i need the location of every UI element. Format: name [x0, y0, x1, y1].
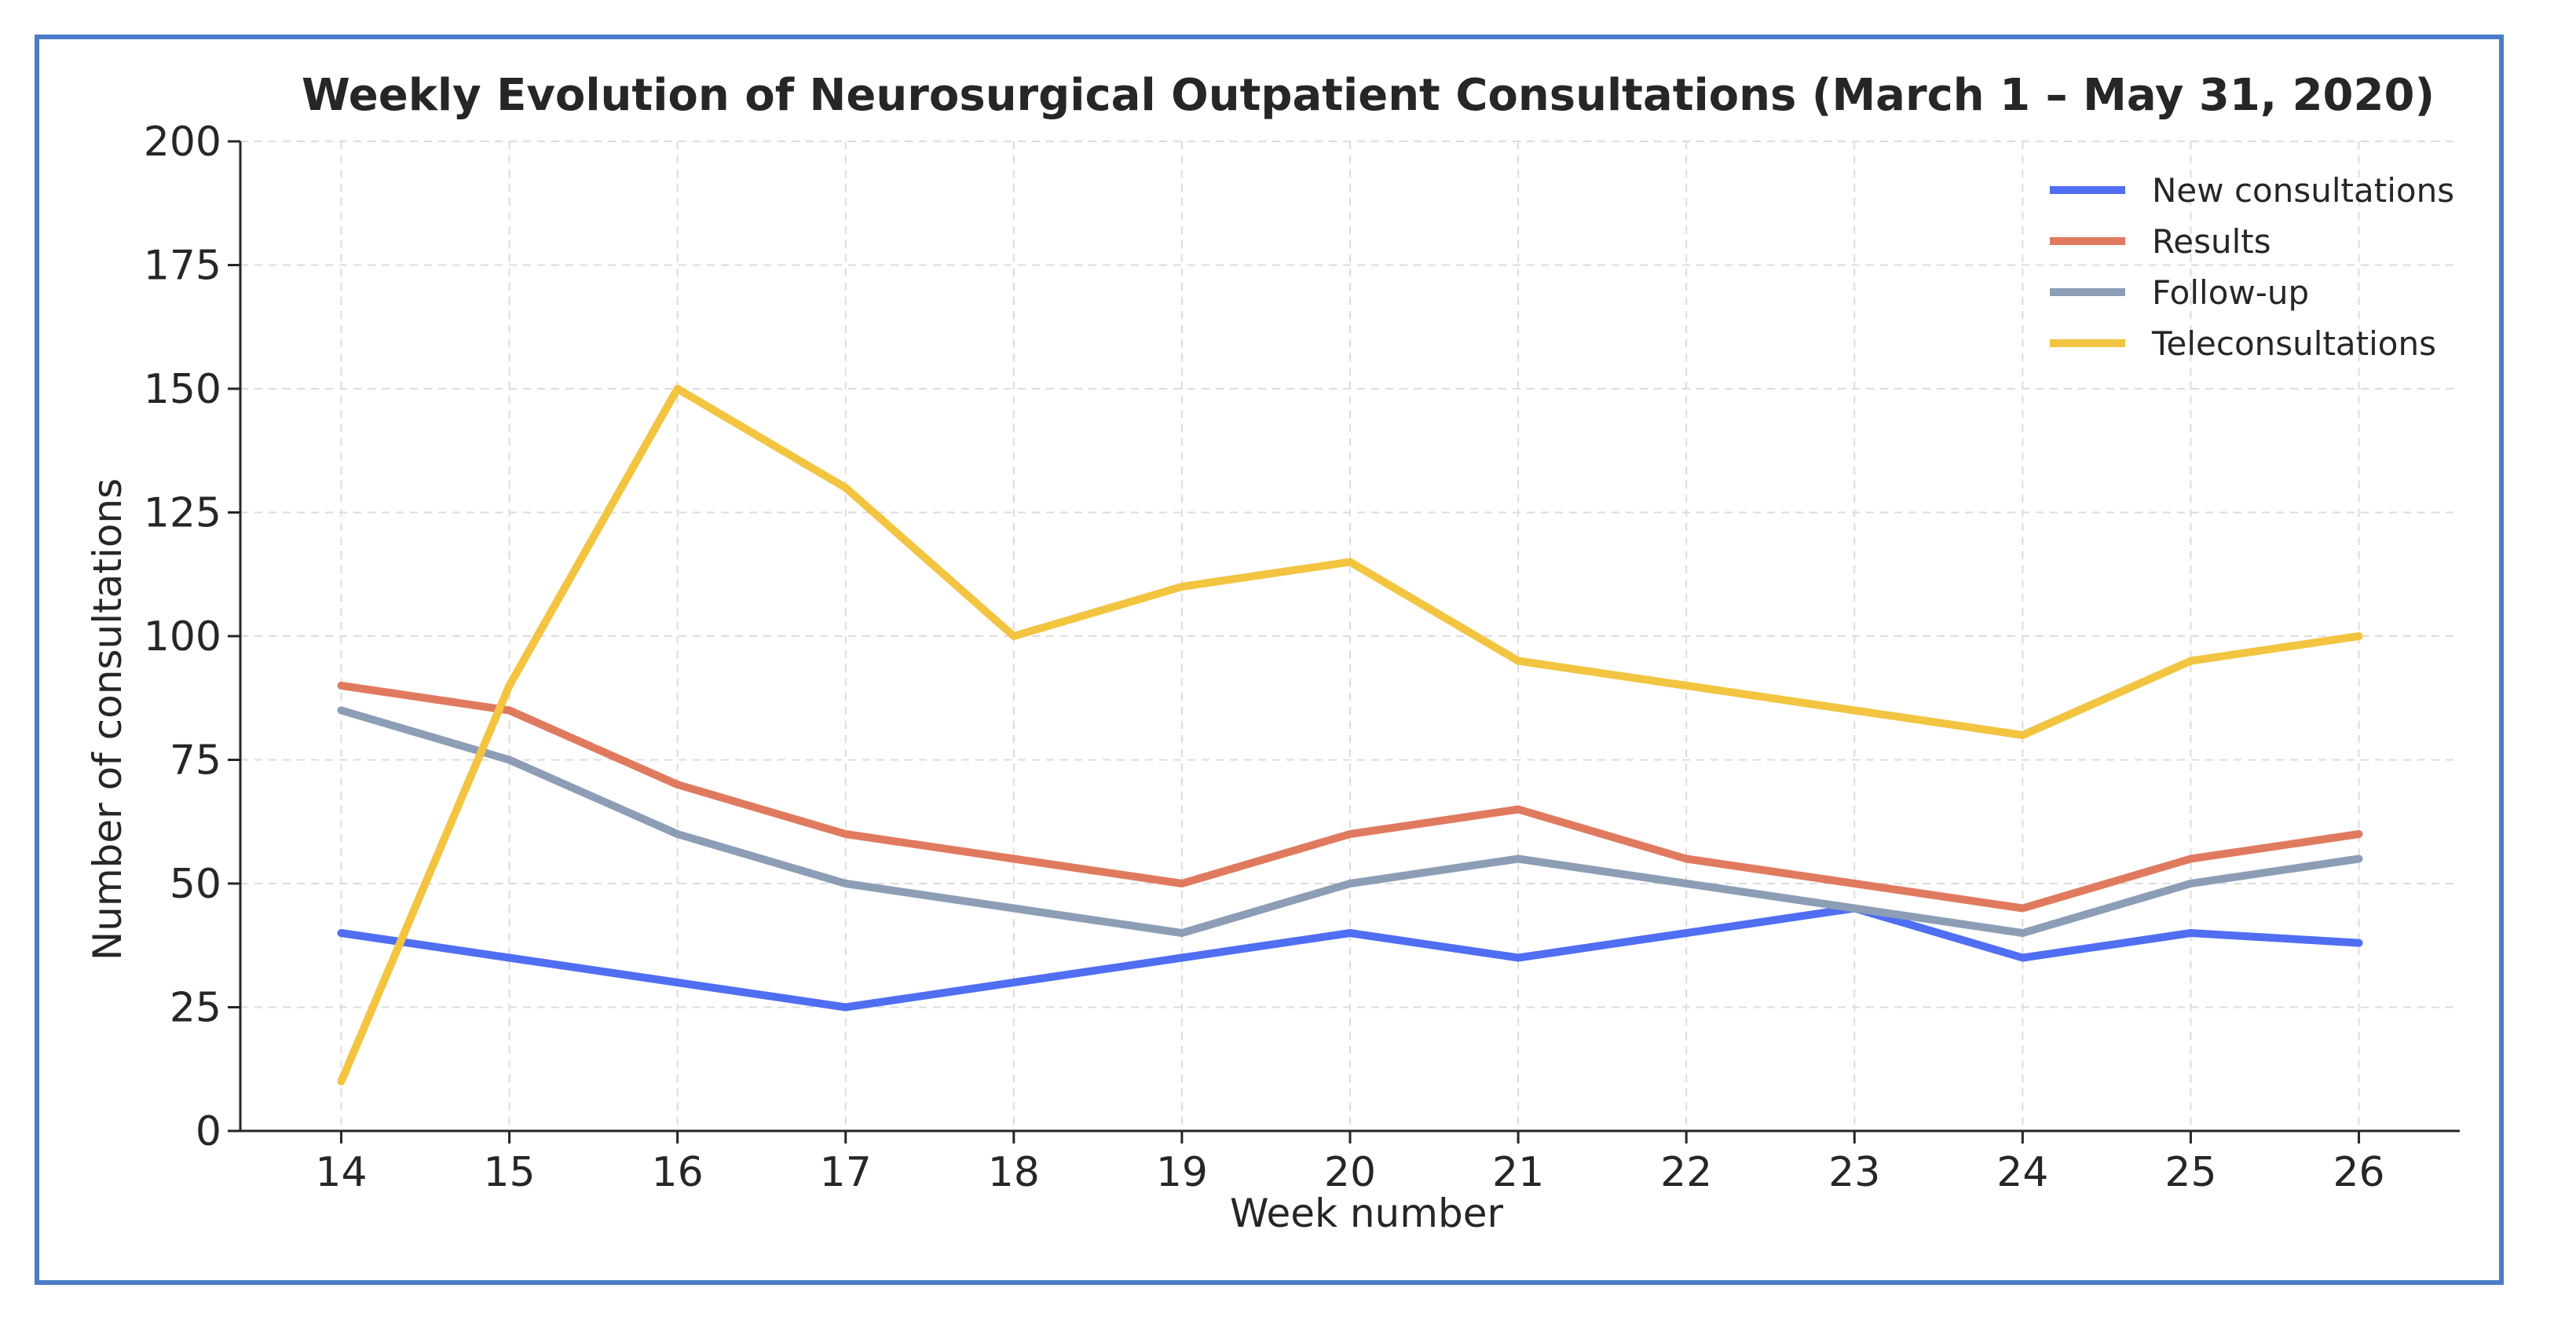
series-line-follow-up	[337, 706, 2363, 937]
x-tick-label: 14	[315, 1149, 367, 1196]
series-line-new-consultations	[337, 904, 2363, 1012]
y-tick-label: 200	[144, 119, 221, 166]
y-tick-label: 100	[144, 613, 221, 660]
y-tick-label: 150	[144, 366, 221, 413]
y-tick-label: 25	[170, 985, 221, 1032]
x-tick-label: 21	[1492, 1149, 1544, 1196]
legend: New consultations Results Follow-up Telecon…	[2050, 171, 2454, 363]
axis-spines	[239, 141, 2460, 1133]
x-tick-label: 24	[1996, 1149, 2048, 1196]
x-tick-label: 19	[1156, 1149, 1208, 1196]
x-axis-label: Week number	[1230, 1191, 1503, 1236]
x-tick-label: 17	[820, 1149, 872, 1196]
x-tick-label: 26	[2333, 1149, 2384, 1196]
grid	[240, 141, 2460, 1132]
y-tick-label: 125	[144, 490, 221, 537]
series-line-teleconsultations	[337, 385, 2363, 1085]
series-line-results	[337, 682, 2363, 913]
line-chart: Weekly Evolution of Neurosurgical Outpat…	[85, 70, 2460, 1236]
legend-label-results: Results	[2152, 222, 2271, 261]
x-tick-label: 23	[1828, 1149, 1880, 1196]
y-tick-label: 0	[196, 1108, 221, 1155]
chart-frame: Weekly Evolution of Neurosurgical Outpat…	[35, 35, 2504, 1285]
y-tick-label: 50	[170, 861, 221, 908]
x-tick-label: 22	[1660, 1149, 1712, 1196]
y-axis-label: Number of consultations	[85, 478, 130, 961]
legend-label-teleconsultations: Teleconsultations	[2151, 324, 2436, 363]
x-tick-label: 20	[1324, 1149, 1376, 1196]
axes	[228, 140, 2460, 1144]
tick-labels: 0 25 50 75 100 125 150 175 200 14 15 16 17 18 19 20 21 22…	[144, 119, 2385, 1196]
series-lines	[337, 385, 2363, 1085]
x-tick-label: 25	[2164, 1149, 2216, 1196]
y-tick-label: 75	[170, 737, 221, 785]
x-tick-label: 16	[652, 1149, 704, 1196]
y-tick-label: 175	[144, 243, 221, 290]
x-tick-label: 18	[988, 1149, 1040, 1196]
x-tick-label: 15	[483, 1149, 535, 1196]
legend-label-new-consultations: New consultations	[2152, 171, 2454, 210]
chart-title: Weekly Evolution of Neurosurgical Outpat…	[302, 70, 2435, 121]
legend-label-follow-up: Follow-up	[2152, 273, 2309, 312]
